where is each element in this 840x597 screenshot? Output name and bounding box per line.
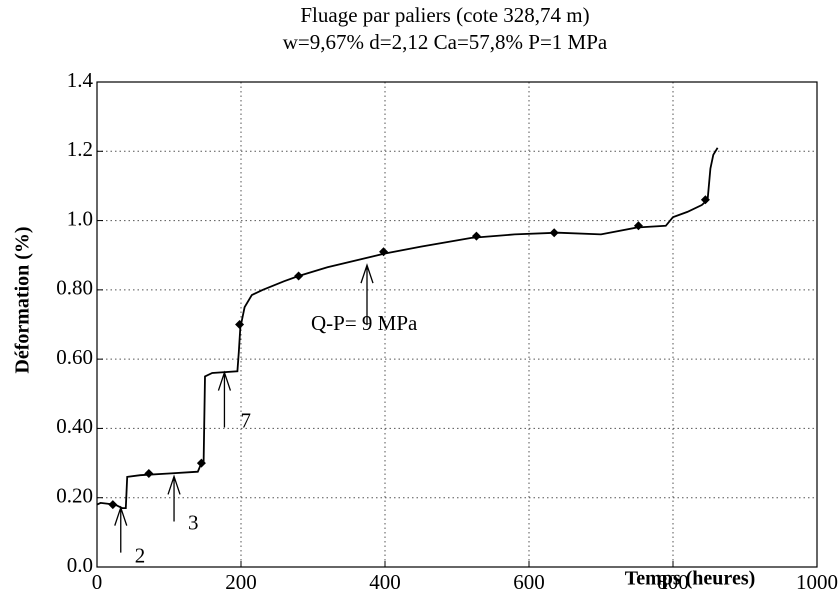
- data-marker: [471, 231, 481, 241]
- chart-subtitle: w=9,67% d=2,12 Ca=57,8% P=1 MPa: [283, 30, 608, 54]
- x-tick-label: 600: [513, 570, 545, 594]
- y-tick-label: 0.60: [56, 345, 93, 369]
- plot-frame: [96, 81, 818, 568]
- data-line: [96, 147, 719, 509]
- data-marker: [108, 500, 118, 510]
- annotation-arrow: [167, 474, 181, 522]
- annotation-arrow: [360, 263, 374, 326]
- x-tick-label: 800: [657, 570, 689, 594]
- x-tick-label: 200: [225, 570, 257, 594]
- data-marker: [196, 458, 206, 468]
- x-axis-label: Temps (heures): [625, 568, 756, 590]
- data-marker: [235, 320, 245, 329]
- data-marker: [144, 468, 154, 478]
- y-tick-label: 0.20: [56, 484, 93, 508]
- y-tick-label: 0.40: [56, 414, 93, 438]
- data-marker: [549, 228, 559, 238]
- annotation-label: Q-P= 9 MPa: [311, 311, 418, 335]
- annotation-arrow: [114, 505, 128, 553]
- data-marker: [294, 271, 304, 281]
- x-tick-label: 400: [369, 570, 401, 594]
- data-marker: [700, 195, 710, 205]
- annotation-label: 7: [240, 408, 251, 432]
- data-marker: [633, 221, 643, 231]
- annotation-label: 2: [135, 543, 146, 567]
- annotation-label: 3: [188, 510, 199, 534]
- y-tick-label: 1.2: [67, 137, 93, 161]
- chart-title: Fluage par paliers (cote 328,74 m): [300, 3, 589, 27]
- y-axis-label: Déformation (%): [12, 226, 34, 373]
- y-tick-label: 1.4: [67, 68, 94, 92]
- y-tick-label: 0.0: [67, 553, 93, 577]
- x-tick-label: 1000: [796, 570, 838, 594]
- x-tick-label: 0: [92, 570, 103, 594]
- y-tick-label: 0.80: [56, 276, 93, 300]
- y-tick-label: 1.0: [67, 206, 93, 230]
- annotation-arrow: [217, 370, 232, 428]
- data-marker: [379, 247, 389, 257]
